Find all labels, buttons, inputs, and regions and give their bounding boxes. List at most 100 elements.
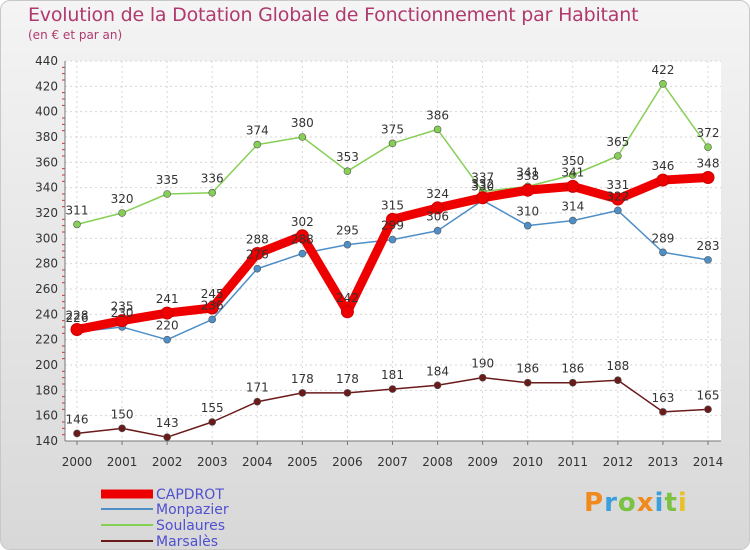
data-point xyxy=(163,433,171,442)
chart-title: Evolution de la Dotation Globale de Fonc… xyxy=(28,4,639,26)
data-label: 302 xyxy=(291,215,314,229)
y-tick-label: 440 xyxy=(35,54,58,68)
data-point xyxy=(704,143,712,151)
legend-label: Monpazier xyxy=(156,502,229,518)
data-label: 314 xyxy=(561,200,584,214)
data-point xyxy=(433,226,442,235)
data-label: 228 xyxy=(66,309,89,323)
data-label: 336 xyxy=(201,172,224,186)
data-point xyxy=(70,323,84,337)
data-label: 171 xyxy=(246,381,269,395)
y-tick-label: 320 xyxy=(35,206,58,220)
data-label: 178 xyxy=(336,372,359,386)
x-tick-label: 2002 xyxy=(152,455,183,469)
data-label: 380 xyxy=(291,116,314,130)
logo-letter: i xyxy=(654,488,665,518)
series-capdrot xyxy=(70,171,715,337)
data-point xyxy=(253,140,262,149)
logo-letter: r xyxy=(604,488,618,518)
y-tick-label: 140 xyxy=(35,434,58,448)
data-point xyxy=(431,201,445,215)
data-label: 341 xyxy=(561,165,584,179)
logo-letter: o xyxy=(617,488,637,518)
x-tick-label: 2009 xyxy=(467,455,498,469)
data-label: 375 xyxy=(381,122,404,136)
data-point xyxy=(118,424,126,433)
data-point xyxy=(298,249,307,258)
data-label: 348 xyxy=(697,157,720,171)
data-point xyxy=(205,301,219,315)
y-tick-label: 280 xyxy=(35,257,58,271)
x-tick-label: 2008 xyxy=(422,455,453,469)
data-point xyxy=(523,378,532,387)
x-tick-label: 2013 xyxy=(648,455,679,469)
data-label: 372 xyxy=(697,126,720,140)
data-label: 330 xyxy=(471,179,494,193)
data-point xyxy=(343,167,352,175)
y-tick-label: 400 xyxy=(35,105,58,119)
data-label: 241 xyxy=(156,292,179,306)
data-point xyxy=(253,397,262,406)
data-point xyxy=(614,152,622,160)
data-point xyxy=(388,385,397,393)
x-tick-label: 2007 xyxy=(377,455,408,469)
data-label: 295 xyxy=(336,224,359,238)
series-marsalès xyxy=(73,373,712,442)
data-label: 324 xyxy=(426,187,449,201)
data-label: 155 xyxy=(201,401,224,415)
data-label: 226 xyxy=(66,311,89,325)
y-tick-label: 360 xyxy=(35,155,58,169)
data-label: 163 xyxy=(651,391,674,405)
data-point xyxy=(343,240,352,249)
y-tick-label: 240 xyxy=(35,307,58,321)
data-point xyxy=(163,335,171,344)
data-label: 178 xyxy=(291,372,314,386)
data-label: 331 xyxy=(606,178,629,192)
x-tick-label: 2001 xyxy=(107,455,138,469)
legend-label: Soulaures xyxy=(156,518,225,534)
data-point xyxy=(478,373,487,382)
data-point xyxy=(208,188,217,197)
data-point xyxy=(343,389,352,397)
data-point xyxy=(386,212,399,226)
data-point xyxy=(568,171,577,179)
x-tick-label: 2004 xyxy=(242,455,273,469)
data-label: 322 xyxy=(606,189,629,203)
data-point xyxy=(73,429,81,438)
data-label: 299 xyxy=(381,219,404,233)
x-tick-label: 2003 xyxy=(197,455,228,469)
y-tick-label: 380 xyxy=(35,130,58,144)
data-label: 186 xyxy=(561,362,584,376)
data-label: 220 xyxy=(156,319,179,333)
data-label: 422 xyxy=(651,63,674,77)
data-point xyxy=(656,173,670,187)
data-label: 190 xyxy=(471,357,494,371)
data-point xyxy=(476,191,490,205)
data-point xyxy=(568,216,577,225)
data-point xyxy=(704,405,712,414)
data-label: 353 xyxy=(336,150,359,164)
data-point xyxy=(295,229,309,243)
y-tick-label: 200 xyxy=(35,358,58,372)
data-label: 276 xyxy=(246,248,269,262)
data-label: 332 xyxy=(471,177,494,191)
data-label: 350 xyxy=(561,154,584,168)
y-tick-label: 260 xyxy=(35,282,58,296)
logo-letter: t xyxy=(664,488,678,518)
data-label: 242 xyxy=(336,291,359,305)
data-point xyxy=(73,220,81,229)
data-point xyxy=(118,209,126,217)
data-label: 181 xyxy=(381,368,404,382)
data-point xyxy=(340,305,354,319)
x-tick-label: 2010 xyxy=(512,455,543,469)
data-label: 311 xyxy=(66,203,89,217)
data-label: 236 xyxy=(201,298,224,312)
data-label: 283 xyxy=(697,239,720,253)
x-tick-label: 2014 xyxy=(693,455,724,469)
data-label: 365 xyxy=(606,135,629,149)
data-point xyxy=(704,256,712,264)
data-point xyxy=(611,192,625,206)
y-tick-label: 300 xyxy=(35,231,58,245)
